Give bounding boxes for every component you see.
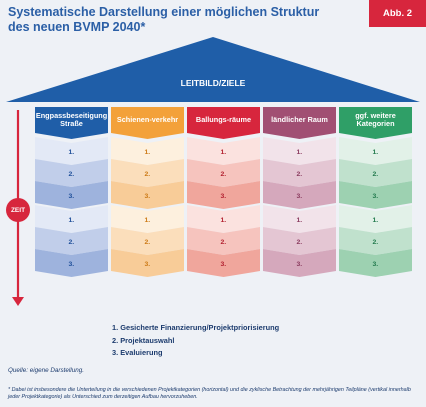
- roof-shape: [6, 37, 420, 102]
- column-header: ländlicher Raum: [263, 107, 336, 133]
- stage-number: 3.: [145, 193, 151, 200]
- stage-band: [187, 181, 260, 209]
- stage-band: [111, 249, 184, 277]
- stage-band: [35, 181, 108, 209]
- source-note: Quelle: eigene Darstellung.: [8, 367, 84, 374]
- stage-number: 1.: [297, 217, 303, 224]
- header-notch: [339, 133, 412, 139]
- stage-band: [263, 137, 336, 165]
- stage-number: 3.: [373, 193, 379, 200]
- stage-number: 1.: [69, 149, 75, 156]
- stage-band: [187, 159, 260, 187]
- stage-band: [111, 227, 184, 255]
- stage-band: [339, 181, 412, 209]
- stage-band: [111, 137, 184, 165]
- stage-band: [339, 159, 412, 187]
- stage-number: 2.: [145, 239, 151, 246]
- stage-band: [339, 205, 412, 233]
- header-notch: [187, 133, 260, 139]
- stage-number: 2.: [297, 239, 303, 246]
- roof-label: LEITBILD/ZIELE: [180, 78, 246, 88]
- stage-number: 1.: [297, 149, 303, 156]
- stage-band: [339, 137, 412, 165]
- footnote: * Dabei ist insbesondere die Unterteilun…: [8, 387, 411, 401]
- time-arrow: [12, 110, 24, 306]
- stage-number: 3.: [373, 261, 379, 268]
- stage-band: [35, 249, 108, 277]
- legend-item: 1. Gesicherte Finanzierung/Projektpriori…: [112, 323, 280, 332]
- header-notch: [35, 133, 108, 139]
- time-label: ZEIT: [6, 198, 30, 222]
- stage-number: 2.: [69, 239, 75, 246]
- figure-badge: Abb. 2: [369, 0, 426, 27]
- stage-number: 1.: [373, 149, 379, 156]
- column-header: Engpassbeseitigung Straße: [35, 107, 108, 133]
- stage-number: 2.: [373, 239, 379, 246]
- stage-number: 2.: [221, 171, 227, 178]
- legend: 1. Gesicherte Finanzierung/Projektpriori…: [112, 322, 279, 360]
- stage-band: [263, 227, 336, 255]
- stage-band: [263, 249, 336, 277]
- stage-number: 2.: [145, 171, 151, 178]
- stage-number: 3.: [221, 261, 227, 268]
- stage-number: 2.: [297, 171, 303, 178]
- stage-number: 1.: [221, 149, 227, 156]
- stage-number: 2.: [69, 171, 75, 178]
- stage-number: 3.: [297, 261, 303, 268]
- stage-band: [35, 137, 108, 165]
- stage-band: [35, 227, 108, 255]
- stage-number: 1.: [69, 217, 75, 224]
- stage-number: 3.: [221, 193, 227, 200]
- stage-number: 3.: [145, 261, 151, 268]
- header-notch: [111, 133, 184, 139]
- stage-band: [339, 227, 412, 255]
- stage-band: [187, 227, 260, 255]
- stage-number: 3.: [69, 193, 75, 200]
- figure-title: Systematische Darstellung einer mögliche…: [8, 5, 320, 34]
- stage-band: [263, 205, 336, 233]
- stage-number: 1.: [145, 149, 151, 156]
- column-header: Schienen-verkehr: [111, 107, 184, 133]
- stage-band: [35, 159, 108, 187]
- legend-item: 3. Evaluierung: [112, 348, 163, 357]
- column-header: Ballungs-räume: [187, 107, 260, 133]
- stage-band: [187, 249, 260, 277]
- stage-number: 3.: [69, 261, 75, 268]
- header-notch: [263, 133, 336, 139]
- column-header: ggf. weitere Kategorien: [339, 107, 412, 133]
- stage-band: [35, 205, 108, 233]
- column-pillars: 1. 2. 3. 1. 2. 3. 1. 2. 3. 1. 2. 3. 1. 2. 3. 1. 2. 3. 1. 2.…: [35, 133, 412, 277]
- stage-band: [339, 249, 412, 277]
- stage-band: [187, 205, 260, 233]
- stage-number: 3.: [297, 193, 303, 200]
- stage-band: [263, 159, 336, 187]
- stage-band: [187, 137, 260, 165]
- stage-number: 1.: [221, 217, 227, 224]
- stage-band: [111, 159, 184, 187]
- stage-band: [111, 205, 184, 233]
- stage-band: [111, 181, 184, 209]
- stage-number: 2.: [373, 171, 379, 178]
- legend-item: 2. Projektauswahl: [112, 335, 175, 345]
- stage-number: 1.: [373, 217, 379, 224]
- stage-number: 2.: [221, 239, 227, 246]
- stage-number: 1.: [145, 217, 151, 224]
- stage-band: [263, 181, 336, 209]
